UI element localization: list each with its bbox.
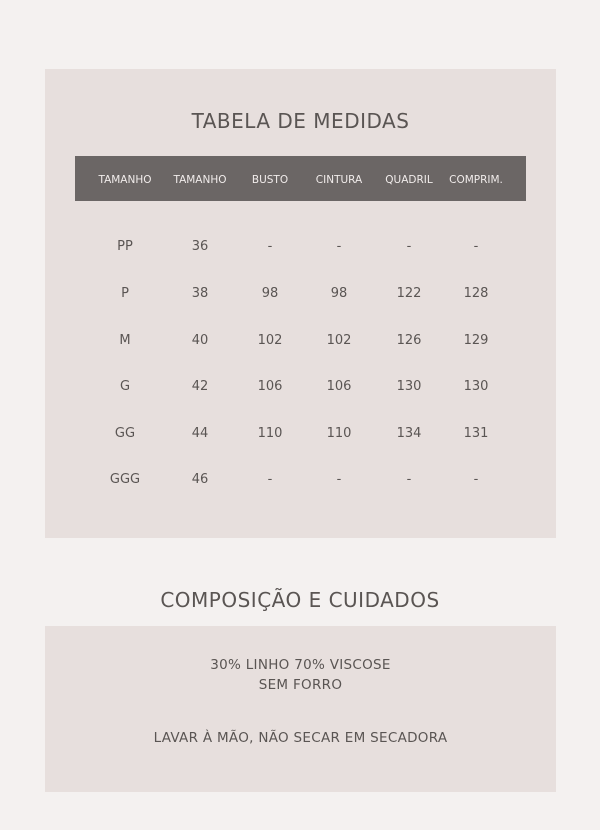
table-cell: 126 [396, 333, 422, 348]
table-cell: - [267, 239, 273, 254]
table-cell: 98 [330, 286, 348, 301]
table-cell: - [336, 472, 342, 487]
table-cell: - [336, 239, 342, 254]
table-cell: 40 [191, 333, 209, 348]
table-cell: 46 [191, 472, 209, 487]
table-cell: 106 [326, 379, 352, 394]
table-cell: 106 [257, 379, 283, 394]
table-cell: - [406, 239, 412, 254]
size-table-panel: TABELA DE MEDIDAS TAMANHO TAMANHO BUSTO CIN… [45, 69, 556, 538]
table-cell: 134 [396, 426, 422, 441]
table-cell: GGG [109, 472, 141, 487]
lining-line: SEM FORRO [258, 677, 343, 693]
column-header: TAMANHO [98, 174, 152, 186]
table-cell: 128 [463, 286, 489, 301]
composition-panel: 30% LINHO 70% VISCOSE SEM FORRO LAVAR À … [45, 626, 556, 792]
column-header: QUADRIL [385, 174, 433, 186]
composition-title: COMPOSIÇÃO E CUIDADOS [160, 588, 440, 612]
composition-line: 30% LINHO 70% VISCOSE [210, 657, 391, 673]
table-cell: 44 [191, 426, 209, 441]
table-cell: 129 [463, 333, 489, 348]
table-cell: 38 [191, 286, 209, 301]
size-table-header: TAMANHO TAMANHO BUSTO CINTURA QUADRIL COMPRIM… [75, 156, 526, 201]
table-cell: 110 [326, 426, 352, 441]
table-cell: 42 [191, 379, 209, 394]
table-cell: G [119, 379, 131, 394]
size-table-title: TABELA DE MEDIDAS [191, 109, 410, 133]
table-cell: 102 [326, 333, 352, 348]
table-cell: 102 [257, 333, 283, 348]
table-cell: 130 [463, 379, 489, 394]
table-cell: - [406, 472, 412, 487]
column-header: CINTURA [315, 174, 363, 186]
table-cell: - [473, 239, 479, 254]
table-cell: M [119, 333, 131, 348]
table-cell: - [267, 472, 273, 487]
table-cell: 98 [261, 286, 279, 301]
table-cell: 110 [257, 426, 283, 441]
table-cell: 131 [463, 426, 489, 441]
care-line: LAVAR À MÃO, NÃO SECAR EM SECADORA [153, 730, 448, 746]
table-cell: PP [117, 239, 133, 254]
column-header: COMPRIM. [449, 174, 503, 186]
column-header: BUSTO [251, 174, 289, 186]
table-cell: GG [114, 426, 136, 441]
table-cell: 122 [396, 286, 422, 301]
table-cell: 130 [396, 379, 422, 394]
table-cell: P [121, 286, 129, 301]
column-header: TAMANHO [173, 174, 227, 186]
table-cell: - [473, 472, 479, 487]
table-cell: 36 [191, 239, 209, 254]
